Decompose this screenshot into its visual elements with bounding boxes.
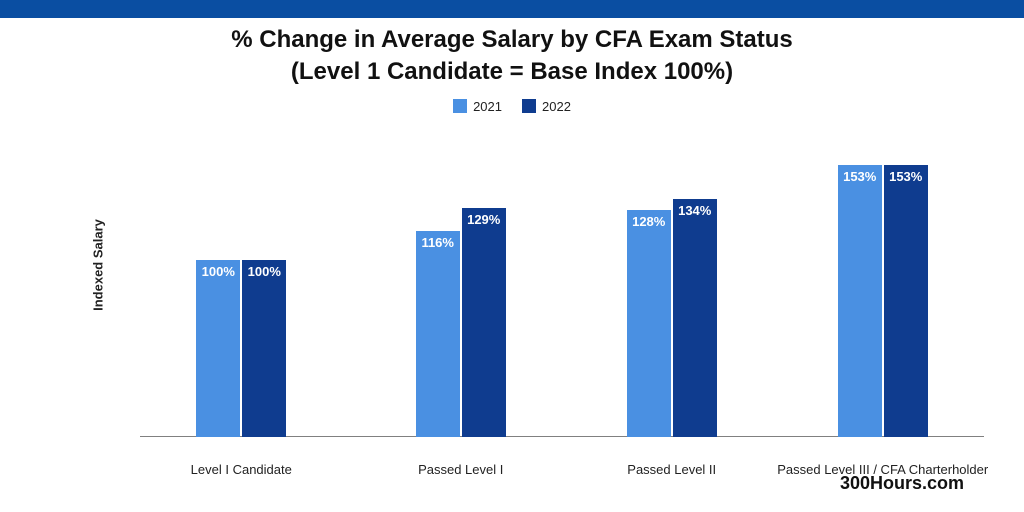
bar-value-label: 128% <box>627 214 671 229</box>
bar-group: 153%153% <box>838 153 928 437</box>
legend-swatch-2021 <box>453 99 467 113</box>
title-block: % Change in Average Salary by CFA Exam S… <box>0 18 1024 89</box>
bar-value-label: 134% <box>673 203 717 218</box>
legend-swatch-2022 <box>522 99 536 113</box>
chart-title-line2: (Level 1 Candidate = Base Index 100%) <box>0 56 1024 88</box>
bar: 116% <box>416 231 460 437</box>
bar-group: 116%129% <box>416 153 506 437</box>
bar: 129% <box>462 208 506 437</box>
bar: 134% <box>673 199 717 437</box>
bar-value-label: 116% <box>416 235 460 250</box>
chart-container: % Change in Average Salary by CFA Exam S… <box>0 18 1024 512</box>
bar-value-label: 153% <box>838 169 882 184</box>
x-axis-category-label: Passed Level I <box>418 462 503 477</box>
legend: 2021 2022 <box>0 99 1024 114</box>
legend-label-2022: 2022 <box>542 99 571 114</box>
bar-group: 100%100% <box>196 153 286 437</box>
top-accent-bar <box>0 0 1024 18</box>
plot-area: 100%100% 116%129% 128%134% 153%153% <box>140 153 984 437</box>
bar: 100% <box>196 260 240 438</box>
bar-group: 128%134% <box>627 153 717 437</box>
attribution: 300Hours.com <box>840 473 964 494</box>
legend-item-2021: 2021 <box>453 99 502 114</box>
bar-value-label: 100% <box>242 264 286 279</box>
bar-value-label: 100% <box>196 264 240 279</box>
bar-value-label: 129% <box>462 212 506 227</box>
bar: 153% <box>838 165 882 437</box>
x-axis-category-label: Passed Level II <box>627 462 716 477</box>
y-axis-label: Indexed Salary <box>90 219 105 311</box>
bar: 153% <box>884 165 928 437</box>
x-axis-category-label: Level I Candidate <box>191 462 292 477</box>
bar-value-label: 153% <box>884 169 928 184</box>
legend-label-2021: 2021 <box>473 99 502 114</box>
legend-item-2022: 2022 <box>522 99 571 114</box>
chart-title-line1: % Change in Average Salary by CFA Exam S… <box>0 24 1024 56</box>
bar: 128% <box>627 210 671 437</box>
bar: 100% <box>242 260 286 438</box>
